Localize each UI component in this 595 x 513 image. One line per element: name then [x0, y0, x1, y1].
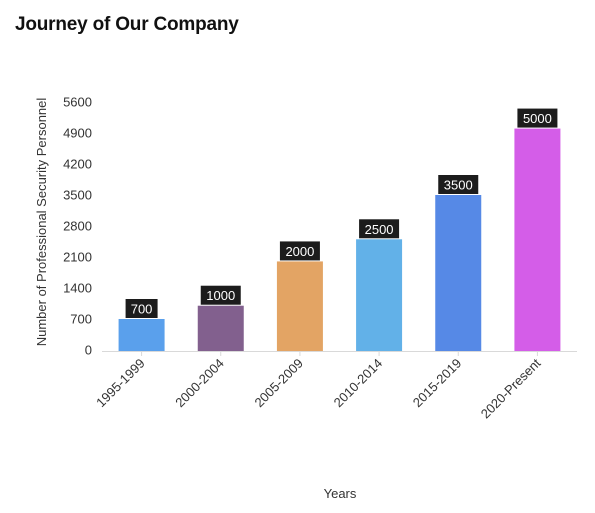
y-axis-ticks: 0 700 1400 2100 2800 3500 4200 4900 5600: [63, 95, 92, 358]
y-tick-label: 0: [85, 343, 92, 358]
data-label: 1000: [206, 288, 235, 303]
bar: [356, 239, 403, 351]
bar: [197, 305, 244, 351]
x-axis-ticks: 1995-1999 2000-2004 2005-2009 2010-2014 2015…: [93, 351, 544, 421]
y-tick-label: 2800: [63, 219, 92, 234]
bar: [435, 195, 482, 351]
bars: [118, 128, 561, 351]
bar: [514, 128, 561, 351]
x-tick-label: 2000-2004: [172, 356, 227, 411]
y-tick-label: 4900: [63, 126, 92, 141]
y-tick-label: 700: [70, 312, 92, 327]
y-tick-label: 5600: [63, 95, 92, 110]
data-label: 2000: [285, 244, 314, 259]
x-tick-label: 2020-Present: [478, 355, 544, 421]
data-label-box: [359, 219, 400, 239]
data-label: 700: [131, 302, 153, 317]
y-axis-title: Number of Professional Security Personne…: [34, 98, 49, 347]
x-axis-title: Years: [324, 486, 357, 501]
data-label-box: [125, 299, 158, 318]
data-label-box: [200, 285, 241, 305]
y-tick-label: 2100: [63, 250, 92, 265]
x-tick-label: 2010-2014: [331, 356, 386, 411]
data-label: 5000: [523, 111, 552, 126]
data-label-box: [279, 241, 320, 261]
x-tick-label: 2005-2009: [251, 356, 306, 411]
x-tick-label: 2015-2019: [410, 356, 465, 411]
data-label-box: [438, 175, 479, 194]
data-label-box: [517, 108, 558, 128]
y-tick-label: 4200: [63, 157, 92, 172]
y-tick-label: 1400: [63, 281, 92, 296]
bar: [276, 261, 323, 351]
data-label: 2500: [365, 222, 394, 237]
chart-title: Journey of Our Company: [15, 14, 239, 35]
x-tick-label: 1995-1999: [93, 356, 148, 411]
data-labels: 700 1000 2000 2500 3500 5000: [125, 108, 558, 318]
y-tick-label: 3500: [63, 188, 92, 203]
bar: [118, 319, 165, 351]
data-label: 3500: [444, 178, 473, 193]
